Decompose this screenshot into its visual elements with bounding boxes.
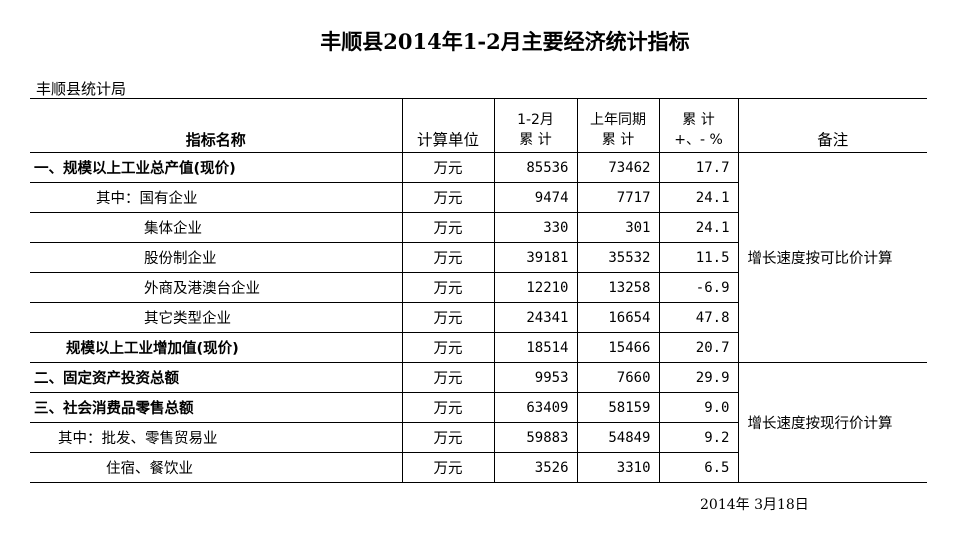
stats-table: 指标名称 计算单位 1-2月 累 计 上年同期 累 计 累 计 +、- % 备注… (30, 98, 927, 483)
header-current-line1: 1-2月 (517, 112, 554, 128)
row-previous: 58159 (576, 392, 659, 423)
row-percent: 24.1 (658, 182, 738, 213)
header-note: 备注 (737, 98, 927, 153)
row-name: 二、固定资产投资总额 (30, 362, 402, 393)
row-current: 24341 (493, 302, 577, 333)
row-unit: 万元 (401, 452, 494, 483)
row-previous: 3310 (576, 452, 659, 483)
row-percent: 9.0 (658, 392, 738, 423)
table-row: 三、社会消费品零售总额 万元 63409 58159 9.0 (30, 392, 927, 423)
row-current: 39181 (493, 242, 577, 273)
note-industry: 增长速度按可比价计算 (737, 152, 927, 363)
row-name: 其它类型企业 (30, 302, 402, 333)
row-current: 18514 (493, 332, 577, 363)
row-unit: 万元 (401, 422, 494, 453)
row-current: 85536 (493, 152, 577, 183)
header-name: 指标名称 (30, 98, 402, 153)
table-row: 股份制企业 万元 39181 35532 11.5 (30, 242, 927, 273)
row-unit: 万元 (401, 182, 494, 213)
row-name: 住宿、餐饮业 (30, 452, 402, 483)
row-percent: 9.2 (658, 422, 738, 453)
row-unit: 万元 (401, 332, 494, 363)
table-row: 二、固定资产投资总额 万元 9953 7660 29.9 增长速度按现行价计算 (30, 362, 927, 483)
row-previous: 35532 (576, 242, 659, 273)
org-name: 丰顺县统计局 (36, 80, 127, 98)
row-unit: 万元 (401, 212, 494, 243)
header-row: 指标名称 计算单位 1-2月 累 计 上年同期 累 计 累 计 +、- % 备注 (30, 98, 927, 153)
row-unit: 万元 (401, 152, 494, 183)
note-current-price: 增长速度按现行价计算 (737, 362, 927, 483)
row-current: 63409 (493, 392, 577, 423)
row-current: 59883 (493, 422, 577, 453)
row-unit: 万元 (401, 362, 494, 393)
table-row: 住宿、餐饮业 万元 3526 3310 6.5 (30, 452, 927, 483)
row-name: 外商及港澳台企业 (30, 272, 402, 303)
table-row: 外商及港澳台企业 万元 12210 13258 -6.9 (30, 272, 927, 303)
header-current-line2: 累 计 (519, 132, 552, 148)
row-previous: 7717 (576, 182, 659, 213)
table-row: 其中：批发、零售贸易业 万元 59883 54849 9.2 (30, 422, 927, 453)
row-percent: -6.9 (658, 272, 738, 303)
row-current: 12210 (493, 272, 577, 303)
row-previous: 7660 (576, 362, 659, 393)
row-name: 规模以上工业增加值(现价) (30, 332, 402, 363)
row-previous: 16654 (576, 302, 659, 333)
row-percent: 29.9 (658, 362, 738, 393)
row-unit: 万元 (401, 242, 494, 273)
header-previous-line1: 上年同期 (590, 112, 646, 128)
row-percent: 17.7 (658, 152, 738, 183)
table-row: 其中：国有企业 万元 9474 7717 24.1 (30, 182, 927, 213)
row-previous: 301 (576, 212, 659, 243)
header-unit: 计算单位 (401, 98, 494, 153)
row-previous: 15466 (576, 332, 659, 363)
row-previous: 73462 (576, 152, 659, 183)
row-percent: 20.7 (658, 332, 738, 363)
row-name: 三、社会消费品零售总额 (30, 392, 402, 423)
row-percent: 47.8 (658, 302, 738, 333)
table-row: 一、规模以上工业总产值(现价) 万元 85536 73462 17.7 增长速度… (30, 152, 927, 363)
row-unit: 万元 (401, 392, 494, 423)
row-name: 股份制企业 (30, 242, 402, 273)
row-percent: 6.5 (658, 452, 738, 483)
table-row: 规模以上工业增加值(现价) 万元 18514 15466 20.7 (30, 332, 927, 363)
header-percent: 累 计 +、- % (658, 98, 738, 153)
row-current: 9953 (493, 362, 577, 393)
row-current: 330 (493, 212, 577, 243)
report-title: 丰顺县2014年1-2月主要经济统计指标 (320, 29, 690, 54)
header-percent-line1: 累 计 (682, 112, 715, 128)
header-previous: 上年同期 累 计 (576, 98, 659, 153)
row-name: 集体企业 (30, 212, 402, 243)
table-row: 其它类型企业 万元 24341 16654 47.8 (30, 302, 927, 333)
row-current: 9474 (493, 182, 577, 213)
table-row: 集体企业 万元 330 301 24.1 (30, 212, 927, 243)
row-previous: 13258 (576, 272, 659, 303)
header-current: 1-2月 累 计 (493, 98, 577, 153)
row-percent: 24.1 (658, 212, 738, 243)
header-previous-line2: 累 计 (601, 132, 635, 148)
report-date: 2014年 3月18日 (700, 497, 809, 513)
header-percent-line2: +、- % (674, 132, 723, 148)
row-unit: 万元 (401, 302, 494, 333)
row-name: 一、规模以上工业总产值(现价) (30, 152, 402, 183)
row-unit: 万元 (401, 272, 494, 303)
row-current: 3526 (493, 452, 577, 483)
row-previous: 54849 (576, 422, 659, 453)
row-percent: 11.5 (658, 242, 738, 273)
row-name: 其中：国有企业 (30, 182, 402, 213)
row-name: 其中：批发、零售贸易业 (30, 422, 402, 453)
